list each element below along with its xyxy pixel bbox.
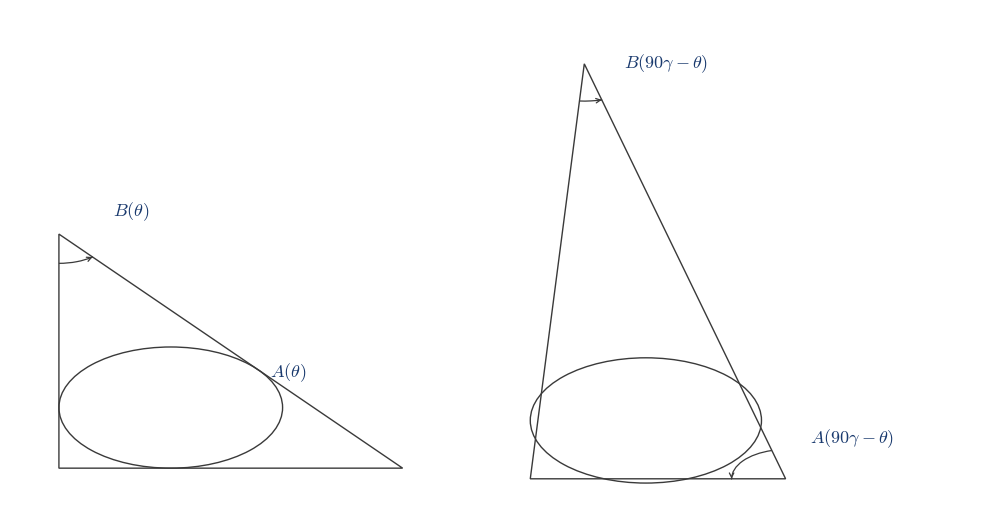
Text: $A(\theta)$: $A(\theta)$ [270,361,306,384]
Text: $B(90°-\theta)$: $B(90°-\theta)$ [624,53,708,75]
Text: $A(90°-\theta)$: $A(90°-\theta)$ [810,427,895,450]
Text: $B(\theta)$: $B(\theta)$ [113,201,149,223]
